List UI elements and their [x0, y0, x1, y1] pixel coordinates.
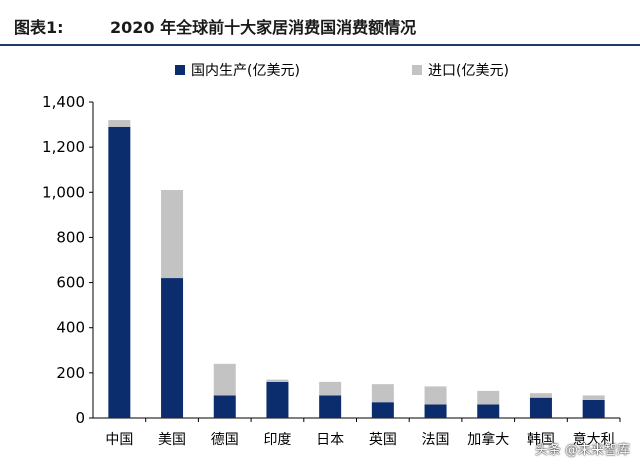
legend-swatch-domestic: [175, 65, 185, 75]
bar-imports: [424, 386, 447, 405]
bar-imports: [529, 393, 552, 398]
x-tick-label: 意大利: [573, 431, 615, 448]
x-tick-label: 英国: [369, 431, 397, 448]
y-tick-label: 800: [56, 228, 85, 246]
bar-domestic: [213, 395, 236, 418]
y-tick-label: 600: [56, 274, 85, 292]
x-tick-label: 韩国: [527, 432, 555, 448]
bar-imports: [161, 190, 184, 279]
bar-imports: [582, 395, 605, 400]
bar-domestic: [424, 404, 447, 418]
chart-title: 2020 年全球前十大家居消费国消费额情况: [110, 18, 417, 37]
bar-imports: [108, 120, 131, 127]
bar-domestic: [529, 397, 552, 418]
x-tick-label: 法国: [422, 432, 450, 448]
bar-imports: [477, 390, 500, 405]
bar-imports: [213, 363, 236, 396]
legend-item-domestic: 国内生产(亿美元): [175, 60, 300, 80]
figure-header: 图表1: 2020 年全球前十大家居消费国消费额情况: [0, 0, 640, 46]
bar-domestic: [477, 404, 500, 418]
watermark: 头条 @未来智库: [534, 443, 630, 458]
legend-swatch-imports: [412, 65, 422, 75]
bar-imports: [371, 384, 394, 403]
y-tick-label: 1,000: [42, 183, 85, 201]
legend-label-domestic: 国内生产(亿美元): [191, 63, 300, 79]
bar-domestic: [371, 402, 394, 418]
x-tick-label: 加拿大: [467, 431, 509, 448]
legend-item-imports: 进口(亿美元): [412, 60, 509, 80]
bar-imports: [266, 379, 289, 382]
y-tick-label: 400: [56, 319, 85, 337]
chart-legend: 国内生产(亿美元) 进口(亿美元): [0, 60, 640, 80]
bar-imports: [319, 381, 342, 396]
bar-domestic: [319, 395, 342, 418]
legend-label-imports: 进口(亿美元): [428, 63, 509, 79]
x-tick-label: 美国: [158, 432, 186, 448]
y-tick-label: 1,200: [42, 138, 85, 156]
x-tick-label: 德国: [211, 432, 239, 448]
y-tick-label: 1,400: [42, 93, 85, 111]
figure-label: 图表1:: [14, 18, 64, 37]
x-tick-label: 日本: [316, 432, 344, 448]
bar-domestic: [582, 399, 605, 418]
y-tick-label: 0: [75, 409, 85, 427]
x-tick-label: 印度: [263, 432, 291, 448]
bar-domestic: [108, 126, 131, 418]
x-tick-label: 中国: [105, 432, 133, 448]
y-tick-label: 200: [56, 364, 85, 382]
bar-domestic: [161, 278, 184, 418]
title-rule: [0, 44, 640, 46]
bar-domestic: [266, 381, 289, 418]
